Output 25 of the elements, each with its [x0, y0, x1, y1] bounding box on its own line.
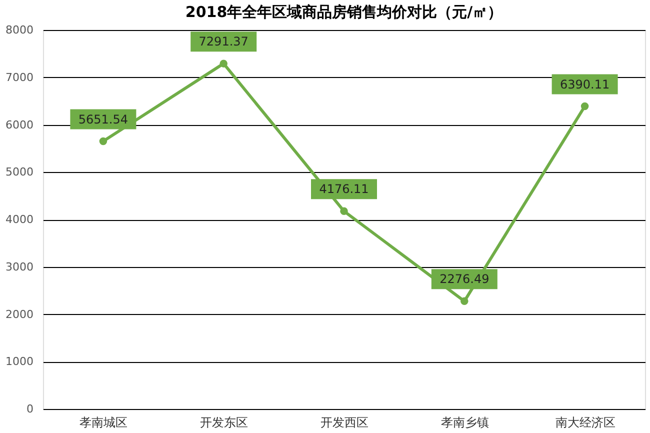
- x-tick-label: 开发西区: [320, 416, 368, 430]
- data-label: 6390.11: [560, 77, 610, 92]
- point: [460, 297, 468, 306]
- data-label: 2276.49: [440, 272, 490, 286]
- chart-title: 2018年全年区域商品房销售均价对比（元/㎡）: [185, 3, 503, 21]
- y-tick-label: 1000: [6, 355, 34, 368]
- point: [340, 207, 348, 216]
- x-tick-label: 孝南城区: [80, 416, 128, 430]
- data-label: 4176.11: [319, 182, 369, 196]
- x-tick-label: 孝南乡镇: [440, 416, 489, 430]
- point: [220, 60, 228, 68]
- y-tick-label: 2000: [6, 308, 34, 321]
- y-tick-label: 3000: [6, 260, 34, 274]
- data-label: 7291.37: [198, 34, 248, 49]
- x-tick-label: 开发东区: [200, 416, 248, 430]
- y-tick-label: 4000: [6, 213, 34, 226]
- point: [580, 102, 589, 110]
- y-tick-label: 8000: [6, 24, 34, 36]
- data-label: 5651.54: [78, 112, 128, 126]
- y-tick-label: 0: [26, 402, 34, 416]
- y-tick-label: 5000: [6, 166, 34, 179]
- y-tick-label: 7000: [6, 70, 34, 84]
- point: [99, 137, 108, 146]
- y-tick-label: 6000: [6, 118, 34, 132]
- x-tick-label: 南大经济区: [555, 416, 616, 430]
